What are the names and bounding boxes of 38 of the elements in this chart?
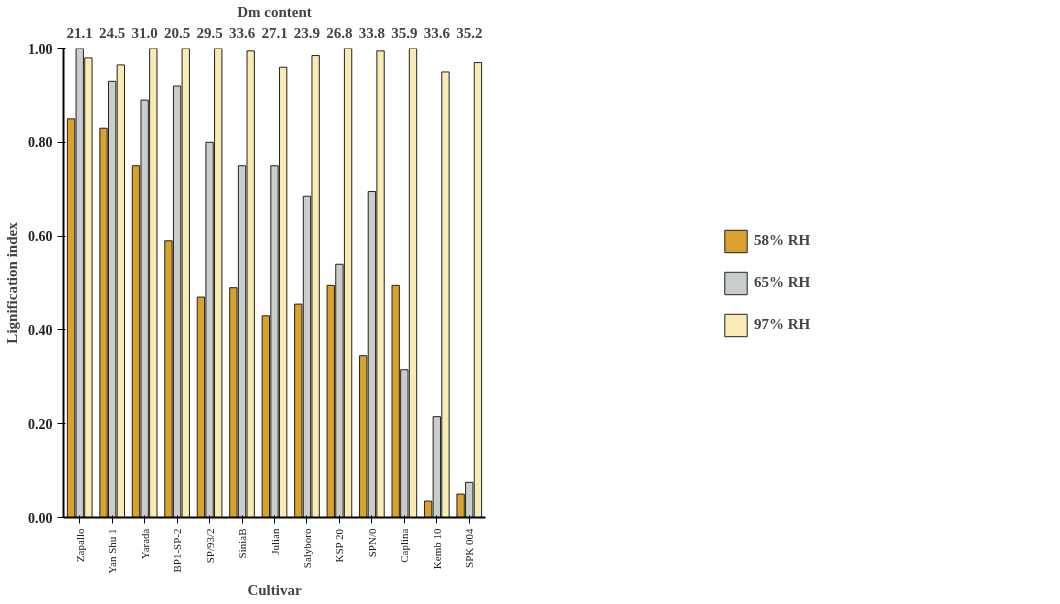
x-tick-label: BP1-SP-2 [171,528,184,573]
x-tick-label: Yarada [138,528,151,560]
text: 35.9 [391,24,418,41]
legend-label: 58% RH [754,232,812,249]
x-axis-title: Cultivar [247,581,302,598]
text: 29.5 [196,24,223,41]
y-axis-title: Lignification index [4,221,20,344]
text: 27.1 [261,24,288,41]
x-tick-label: SiniaB [236,528,249,559]
x-tick-label: Kemb 10 [430,528,443,570]
text: 33.8 [358,24,386,41]
x2-axis-title: Dm content [237,3,312,20]
x-tick-label: SPN/0 [365,528,378,558]
text: 24.5 [99,24,126,41]
y-tick-label: 0.40 [28,322,53,338]
y-tick-label: 0.20 [28,416,53,432]
x-tick-label: Salyboro [300,528,313,569]
x-tick-label: Yan Shu 1 [106,528,119,574]
text: 31.0 [131,24,158,41]
y-tick-label: 0.80 [28,135,53,151]
x-tick-label: SP/93/2 [203,528,216,564]
text: 20.5 [163,24,191,41]
legend-label: 97% RH [754,316,812,333]
x-tick-label: Julian [268,528,281,555]
x-tick-label: SPK 004 [463,528,476,568]
text: 35.2 [456,24,483,41]
text: 21.1 [66,24,93,41]
legend-label: 65% RH [754,274,812,291]
text: 33.6 [228,24,256,41]
text: 33.6 [423,24,451,41]
y-tick-label: 0.60 [28,229,53,245]
x-tick-label: Zapallo [73,528,86,563]
x-tick-label: Caplina [398,528,411,563]
y-tick-label: 1.00 [28,41,53,57]
x-tick-label: KSP 20 [333,528,346,563]
text: 26.8 [326,24,353,41]
text: 23.9 [293,24,321,41]
y-tick-label: 0.00 [28,510,53,526]
